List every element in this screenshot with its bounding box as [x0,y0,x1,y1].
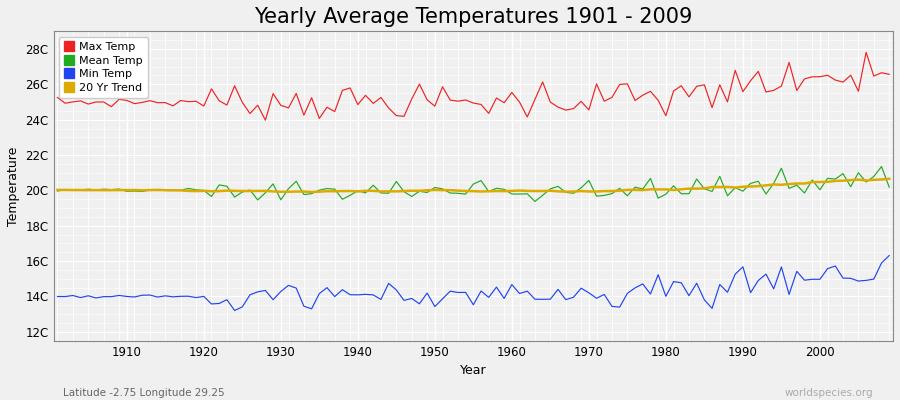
Text: worldspecies.org: worldspecies.org [785,388,873,398]
Legend: Max Temp, Mean Temp, Min Temp, 20 Yr Trend: Max Temp, Mean Temp, Min Temp, 20 Yr Tre… [59,37,148,98]
X-axis label: Year: Year [460,364,487,377]
Title: Yearly Average Temperatures 1901 - 2009: Yearly Average Temperatures 1901 - 2009 [254,7,692,27]
Y-axis label: Temperature: Temperature [7,146,20,226]
Text: Latitude -2.75 Longitude 29.25: Latitude -2.75 Longitude 29.25 [63,388,225,398]
